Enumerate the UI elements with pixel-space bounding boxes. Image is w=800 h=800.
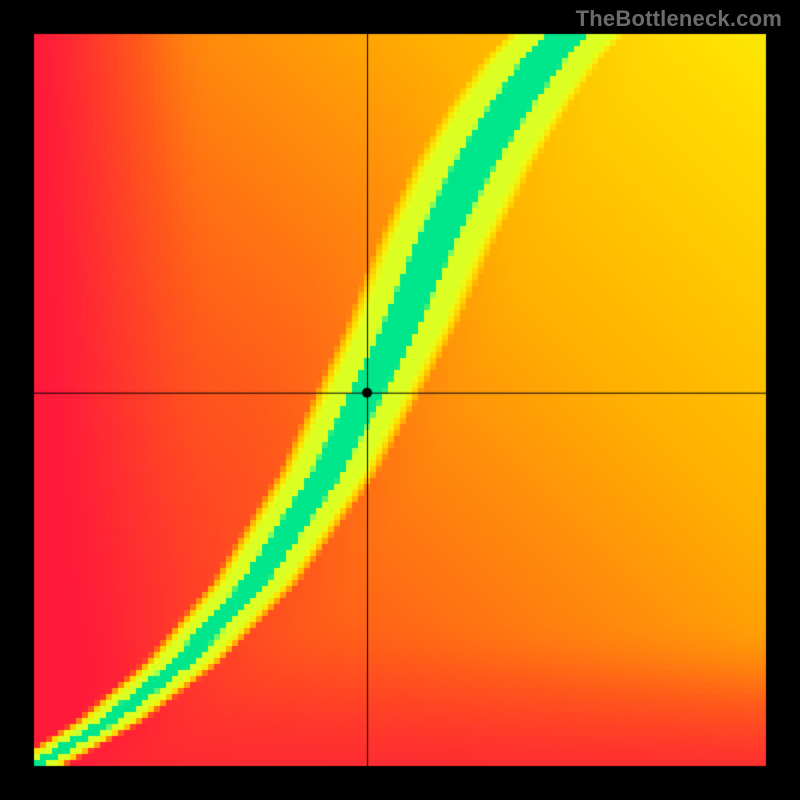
bottleneck-heatmap-canvas [0, 0, 800, 800]
chart-container: TheBottleneck.com [0, 0, 800, 800]
watermark-label: TheBottleneck.com [576, 6, 782, 32]
